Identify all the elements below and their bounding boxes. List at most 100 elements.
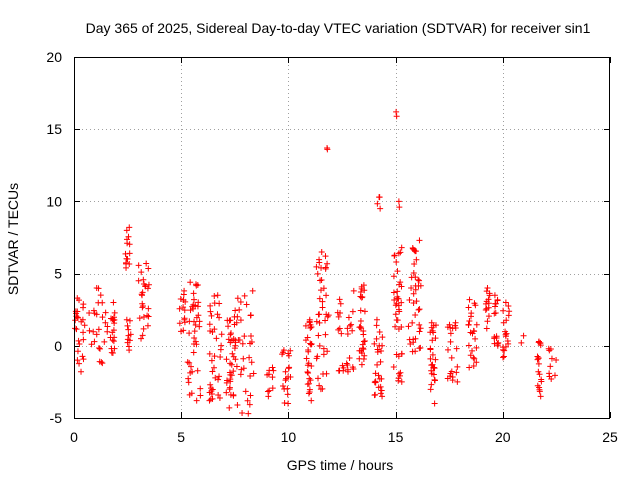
data-point [216, 314, 223, 321]
data-point [101, 338, 108, 345]
data-point [396, 281, 403, 288]
data-point [536, 388, 543, 395]
data-point [379, 334, 386, 341]
data-point [467, 329, 474, 336]
data-point [237, 317, 244, 324]
data-point [405, 323, 412, 330]
data-point [223, 379, 230, 386]
data-point [240, 355, 247, 362]
data-point [315, 375, 322, 382]
data-point [247, 332, 254, 339]
data-point [234, 313, 241, 320]
data-point [223, 389, 230, 396]
y-tick-label: 0 [54, 338, 62, 354]
data-point [138, 269, 145, 276]
data-point [307, 321, 314, 328]
data-point [125, 343, 132, 350]
data-point [196, 318, 203, 325]
data-point [491, 335, 498, 342]
data-point [535, 355, 542, 362]
data-point [240, 365, 247, 372]
data-point [189, 303, 196, 310]
data-point [223, 356, 230, 363]
data-point [320, 351, 327, 358]
data-point [283, 375, 290, 382]
x-tick-label: 25 [602, 429, 618, 445]
data-point [361, 337, 368, 344]
data-point [93, 331, 100, 338]
data-point [266, 387, 273, 394]
data-point [226, 386, 233, 393]
data-point [184, 359, 191, 366]
data-point [144, 322, 151, 329]
data-point [197, 392, 204, 399]
data-point [229, 350, 236, 357]
data-point [432, 335, 439, 342]
data-point [537, 339, 544, 346]
data-point [547, 363, 554, 370]
data-point [448, 354, 455, 361]
data-point [483, 305, 490, 312]
data-point [427, 345, 434, 352]
data-point [306, 389, 313, 396]
data-point [346, 354, 353, 361]
data-point [232, 356, 239, 363]
data-point [185, 375, 192, 382]
data-point [241, 333, 248, 340]
data-point [143, 260, 150, 267]
data-point [90, 307, 97, 314]
data-point [360, 338, 367, 345]
data-point [144, 312, 151, 319]
data-point [99, 314, 106, 321]
data-point [394, 268, 401, 275]
data-point [230, 391, 237, 398]
data-point [208, 312, 215, 319]
data-point [361, 287, 368, 294]
data-point [86, 310, 93, 317]
data-points [71, 108, 560, 417]
data-point [193, 397, 200, 404]
data-point [249, 287, 256, 294]
data-point [209, 386, 216, 393]
data-point [176, 320, 183, 327]
data-point [357, 307, 364, 314]
data-point [269, 374, 276, 381]
data-point [447, 338, 454, 345]
data-point [216, 373, 223, 380]
data-point [88, 341, 95, 348]
data-point [285, 365, 292, 372]
data-point [228, 330, 235, 337]
data-point [447, 324, 454, 331]
data-point [317, 277, 324, 284]
data-point [484, 318, 491, 325]
data-point [449, 377, 456, 384]
data-point [393, 258, 400, 265]
data-point [316, 382, 323, 389]
data-point [284, 391, 291, 398]
data-point [378, 375, 385, 382]
data-point [98, 359, 105, 366]
data-point [192, 321, 199, 328]
data-point [186, 359, 193, 366]
data-point [95, 326, 102, 333]
data-point [191, 318, 198, 325]
data-point [453, 345, 460, 352]
data-point [395, 198, 402, 205]
data-point [548, 355, 555, 362]
data-point [505, 312, 512, 319]
data-point [99, 360, 106, 367]
data-point [316, 295, 323, 302]
data-point [207, 328, 214, 335]
data-point [375, 372, 382, 379]
data-point [452, 319, 459, 326]
data-point [471, 355, 478, 362]
data-point [207, 381, 214, 388]
data-point [305, 348, 312, 355]
data-point [234, 295, 241, 302]
data-point [416, 277, 423, 284]
data-point [411, 260, 418, 267]
data-point [408, 285, 415, 292]
data-point [95, 285, 102, 292]
data-point [285, 352, 292, 359]
data-point [125, 233, 132, 240]
